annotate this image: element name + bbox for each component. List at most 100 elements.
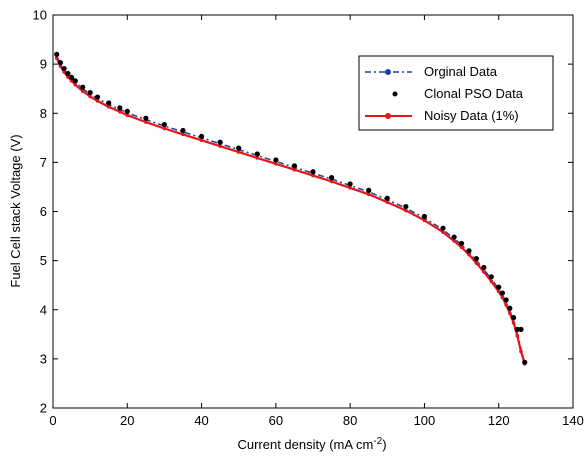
noisy-point-12	[144, 120, 148, 124]
clonal-point-29	[451, 234, 457, 240]
noisy-point-14	[181, 132, 185, 137]
x-tick-label-0: 0	[49, 413, 56, 428]
noisy-point-9	[106, 105, 111, 109]
legend-label-noisy: Noisy Data (1%)	[424, 108, 519, 123]
noisy-point-37	[504, 303, 508, 307]
clonal-point-16	[217, 139, 223, 145]
clonal-point-31	[466, 248, 472, 254]
clonal-point-0	[54, 51, 60, 57]
legend: Orginal Data Clonal PSO Data Noisy Data …	[358, 55, 554, 131]
clonal-point-11	[124, 108, 130, 114]
clonal-point-7	[87, 90, 93, 96]
x-tick-label-2: 40	[194, 413, 208, 428]
x-tick-label-4: 80	[343, 413, 357, 428]
clonal-point-42	[522, 359, 528, 365]
x-tick-label-6: 120	[488, 413, 510, 428]
y-tick-label-6: 8	[40, 106, 47, 121]
clonal-point-39	[510, 315, 517, 321]
y-tick-label-5: 7	[40, 155, 47, 170]
clonal-point-19	[273, 157, 279, 163]
clonal-point-24	[366, 187, 372, 193]
legend-marker-clonal	[392, 91, 398, 97]
y-tick-label-4: 6	[40, 204, 47, 219]
clonal-point-40	[514, 326, 520, 332]
noisy-point-23	[348, 186, 352, 190]
clonal-point-13	[161, 121, 168, 128]
noisy-point-17	[236, 150, 241, 154]
noisy-point-32	[474, 261, 479, 265]
clonal-point-8	[94, 94, 101, 100]
noisy-point-0	[54, 56, 59, 61]
noisy-point-6	[80, 89, 85, 93]
noisy-point-38	[508, 311, 512, 315]
clonal-point-2	[61, 65, 67, 72]
noisy-point-22	[329, 179, 334, 184]
clonal-point-9	[106, 100, 112, 106]
y-tick-label-7: 9	[40, 57, 47, 72]
noisy-point-15	[199, 138, 204, 143]
clonal-point-17	[236, 145, 242, 151]
clonal-point-12	[143, 115, 149, 121]
noisy-point-36	[500, 295, 505, 300]
x-tick-label-5: 100	[414, 413, 436, 428]
clonal-point-34	[488, 274, 494, 280]
clonal-point-36	[499, 290, 506, 296]
clonal-point-23	[347, 181, 353, 187]
noisy-point-40	[515, 333, 520, 338]
clonal-point-4	[68, 74, 75, 80]
x-axis-label-superscript: -2	[373, 436, 382, 447]
noisy-point-28	[441, 230, 445, 234]
clonal-point-22	[328, 175, 335, 181]
clonal-point-33	[481, 264, 487, 271]
clonal-point-28	[440, 225, 446, 231]
noisy-point-33	[482, 270, 486, 274]
clonal-point-15	[198, 133, 205, 139]
legend-box	[358, 55, 554, 131]
noisy-point-13	[162, 126, 167, 131]
noisy-point-25	[385, 200, 390, 204]
noisy-point-5	[73, 82, 78, 87]
y-tick-label-1: 3	[40, 351, 47, 366]
x-axis-label: Current density (mA cm-2)	[237, 436, 386, 452]
noisy-point-3	[66, 75, 70, 79]
x-tick-label-7: 140	[562, 413, 584, 428]
clonal-point-10	[117, 105, 123, 111]
clonal-point-38	[507, 305, 513, 311]
noisy-point-2	[62, 70, 66, 74]
x-tick-label-3: 60	[269, 413, 283, 428]
clonal-point-1	[57, 60, 64, 66]
clonal-point-32	[473, 256, 480, 262]
noisy-point-10	[118, 109, 122, 114]
clonal-point-21	[310, 169, 316, 175]
clonal-point-18	[254, 151, 260, 157]
noisy-point-29	[452, 239, 456, 243]
y-tick-label-3: 5	[40, 253, 47, 268]
clonal-point-41	[518, 326, 524, 332]
clonal-point-37	[503, 297, 509, 303]
y-tick-label-8: 10	[33, 8, 47, 23]
clonal-point-35	[496, 284, 502, 290]
legend-marker-noisy	[385, 113, 391, 119]
clonal-point-27	[421, 213, 428, 220]
clonal-point-30	[458, 240, 465, 247]
noisy-point-18	[255, 156, 260, 160]
noisy-point-31	[467, 252, 471, 257]
clonal-point-5	[72, 78, 78, 84]
noisy-point-26	[404, 208, 408, 213]
noisy-point-20	[292, 167, 297, 172]
y-tick-label-0: 2	[40, 401, 47, 416]
noisy-point-21	[311, 173, 315, 178]
noisy-point-39	[511, 321, 516, 325]
noisy-point-35	[496, 289, 501, 294]
legend-label-original: Orginal Data	[424, 64, 498, 79]
series-layer	[54, 51, 528, 366]
noisy-point-41	[519, 349, 523, 354]
clonal-point-14	[180, 127, 186, 134]
clonal-point-3	[65, 70, 71, 77]
clonal-point-20	[291, 163, 298, 169]
noisy-point-1	[58, 64, 63, 68]
legend-label-clonal: Clonal PSO Data	[424, 86, 524, 101]
noisy-point-34	[489, 279, 494, 284]
y-axis-label: Fuel Cell stack Voltage (V)	[8, 134, 23, 287]
